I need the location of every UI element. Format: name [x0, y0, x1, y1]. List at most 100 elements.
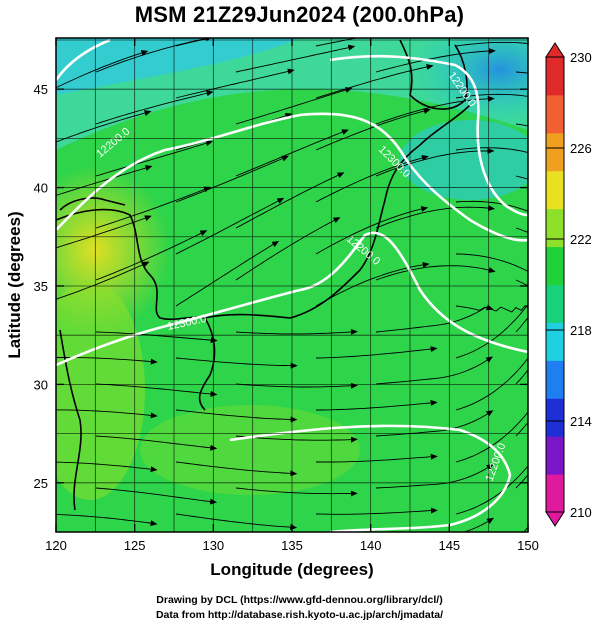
streamline [375, 265, 496, 281]
colorbar-bottom-arrow [545, 511, 565, 527]
streamline [315, 346, 438, 359]
streamline [175, 38, 213, 47]
contour-line-north [329, 54, 528, 217]
streamline [455, 357, 528, 411]
x-tick-label: 135 [281, 538, 303, 553]
chart-title: MSM 21Z29Jun2024 (200.0hPa) [134, 2, 465, 27]
streamline [95, 140, 213, 177]
streamline [56, 514, 158, 527]
colorbar-tick-label: 210 [570, 505, 592, 520]
streamline [175, 409, 298, 423]
colorbar-segment [546, 94, 564, 134]
streamline [235, 172, 345, 229]
x-axis-label: Longitude (degrees) [210, 560, 373, 579]
y-tick-label: 45 [34, 82, 48, 97]
x-tick-label: 145 [438, 538, 460, 553]
contour-line-nw [56, 38, 111, 81]
streamline [95, 186, 211, 229]
coast-korea [56, 208, 206, 321]
colorbar-segment [546, 436, 564, 475]
wind-streamlines [56, 38, 528, 532]
streamline [175, 68, 295, 99]
y-tick-label: 30 [34, 377, 48, 392]
colorbar-segment [546, 132, 564, 172]
colorbar-tick-label: 218 [570, 323, 592, 338]
y-axis-ticks: 25 30 35 40 45 [34, 82, 528, 491]
colorbar-segment [546, 322, 564, 361]
streamline [455, 41, 528, 47]
colorbar-tick-label: 226 [570, 141, 592, 156]
colorbar-top-arrow [545, 42, 565, 58]
streamline [455, 147, 528, 153]
streamline [235, 129, 349, 177]
streamline [235, 487, 358, 497]
y-tick-label: 25 [34, 476, 48, 491]
x-tick-label: 150 [517, 538, 539, 553]
colorbar-tick-label: 222 [570, 232, 592, 247]
streamline [95, 435, 218, 451]
streamline [175, 197, 285, 255]
colorbar-segment [546, 474, 564, 513]
coast-honshu [204, 104, 471, 319]
y-tick-label: 40 [34, 181, 48, 196]
streamline [455, 253, 528, 272]
streamline [235, 44, 356, 73]
colorbar-segment [546, 284, 564, 323]
streamline [375, 304, 494, 333]
field-cold-northeast [410, 38, 528, 125]
streamline [315, 206, 429, 255]
colorbar-segment [546, 208, 564, 248]
streamline [95, 230, 208, 281]
streamline [315, 38, 359, 47]
streamline [235, 328, 358, 335]
contour-line-southeast [229, 424, 512, 532]
x-tick-label: 120 [45, 538, 67, 553]
field-warm-south [140, 405, 360, 495]
colorbar-segment [546, 170, 564, 210]
streamline [316, 453, 438, 463]
colorbar: 230 226 222 218 214 210 [545, 42, 592, 527]
colorbar-tick-label: 214 [570, 414, 592, 429]
streamline [455, 305, 528, 313]
streamline [175, 513, 298, 531]
streamline [455, 200, 528, 212]
colorbar-tick-label: 230 [570, 50, 592, 65]
streamline [455, 465, 528, 515]
streamline [95, 38, 213, 73]
streamline [315, 64, 434, 99]
streamline [375, 95, 495, 125]
y-axis-label: Latitude (degrees) [5, 211, 24, 358]
streamline [375, 464, 494, 489]
streamline [175, 155, 289, 203]
x-tick-label: 140 [360, 538, 382, 553]
streamline [175, 461, 298, 477]
streamline [375, 48, 496, 73]
streamline [56, 461, 158, 473]
streamline [56, 165, 153, 196]
streamline [56, 110, 152, 143]
streamline [175, 357, 298, 369]
streamline [95, 90, 214, 125]
streamline [375, 147, 495, 177]
colorbar-segment [546, 246, 564, 285]
streamline [316, 399, 438, 411]
x-tick-label: 125 [124, 538, 146, 553]
contour-line-mid [56, 112, 528, 242]
streamline [56, 215, 152, 249]
streamline [95, 383, 218, 397]
streamline [56, 357, 158, 365]
footer-credit-drawing: Drawing by DCL (https://www.gfd-dennou.o… [156, 594, 443, 606]
streamline [56, 50, 149, 89]
streamline [315, 507, 438, 515]
colorbar-segment [546, 57, 564, 96]
streamline [455, 304, 528, 359]
streamline [462, 517, 495, 532]
streamline [375, 410, 494, 437]
streamline [56, 409, 158, 419]
x-axis-ticks: 120 125 130 135 140 145 150 [45, 38, 539, 553]
x-tick-label: 130 [202, 538, 224, 553]
footer-credit-data: Data from http://database.rish.kyoto-u.a… [155, 609, 444, 621]
colorbar-segment [546, 398, 564, 437]
streamline [95, 487, 218, 505]
